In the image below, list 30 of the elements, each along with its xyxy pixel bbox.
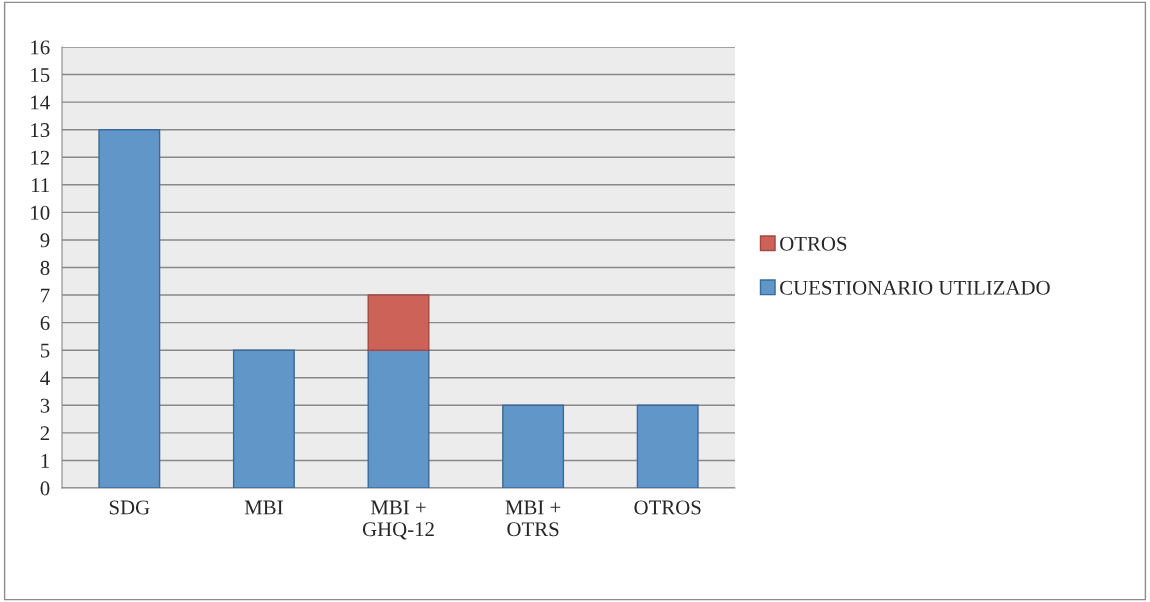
y-tick-label: 11 bbox=[31, 178, 49, 193]
y-tick-label: 7 bbox=[41, 288, 50, 303]
y-tick-label: 10 bbox=[31, 205, 50, 220]
y-tick-label: 0 bbox=[40, 481, 50, 496]
bar bbox=[232, 349, 295, 488]
y-tick-label: 13 bbox=[31, 123, 50, 138]
x-tick-label: OTROS bbox=[634, 500, 701, 515]
y-tick-label: 14 bbox=[31, 95, 50, 110]
y-tick-label: 3 bbox=[40, 398, 50, 413]
x-tick-label: MBI + GHQ-12 bbox=[362, 500, 434, 540]
y-tick-label: 4 bbox=[40, 371, 50, 385]
y-tick-label: 12 bbox=[31, 150, 50, 165]
y-tick-label: 9 bbox=[40, 233, 50, 248]
y-tick-label: 2 bbox=[40, 426, 50, 441]
bar bbox=[502, 404, 565, 488]
y-tick-label: 5 bbox=[40, 343, 50, 358]
bar bbox=[636, 404, 699, 488]
x-tick-label: MBI bbox=[244, 500, 283, 515]
bar bbox=[98, 128, 161, 488]
y-tick-label: 1 bbox=[41, 453, 49, 468]
bar bbox=[367, 294, 430, 351]
x-tick-label: MBI + OTRS bbox=[505, 500, 561, 537]
y-tick-label: 16 bbox=[31, 40, 50, 55]
legend-label: OTROS bbox=[780, 236, 847, 251]
bar bbox=[367, 349, 430, 488]
y-tick-label: 15 bbox=[31, 68, 50, 82]
x-tick-label: SDG bbox=[109, 500, 150, 515]
y-tick-label: 8 bbox=[40, 260, 50, 275]
y-tick-label: 6 bbox=[40, 316, 50, 331]
legend-label: CUESTIONARIO UTILIZADO bbox=[780, 280, 1050, 295]
